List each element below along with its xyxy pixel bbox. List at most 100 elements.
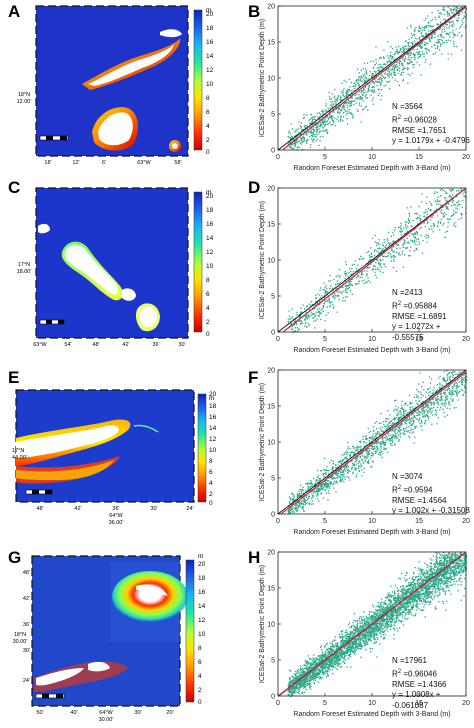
data-point — [439, 400, 441, 402]
data-point — [314, 316, 316, 318]
data-point — [298, 328, 300, 330]
data-point — [379, 76, 381, 78]
data-point — [389, 70, 391, 72]
data-point — [442, 216, 445, 218]
data-point — [454, 34, 456, 36]
data-point — [388, 438, 390, 440]
data-point — [356, 455, 358, 458]
data-point — [422, 381, 424, 383]
data-point — [382, 627, 384, 629]
data-point — [407, 42, 409, 44]
data-point — [386, 451, 389, 453]
data-point — [445, 397, 447, 399]
data-point — [362, 94, 364, 97]
data-point — [432, 53, 434, 55]
data-point — [348, 635, 351, 637]
data-point — [358, 258, 361, 261]
data-point — [459, 204, 461, 206]
data-point — [350, 280, 352, 282]
data-point — [328, 118, 330, 120]
data-point — [301, 507, 303, 510]
data-point — [291, 135, 293, 138]
data-point — [323, 297, 325, 299]
data-point — [352, 472, 354, 475]
data-point — [348, 281, 351, 283]
data-point — [356, 93, 358, 95]
map-e-lon-center: 64°W 36.00' — [109, 513, 124, 526]
data-point — [379, 453, 381, 455]
data-point — [297, 494, 299, 496]
data-point — [329, 288, 331, 290]
data-point — [383, 57, 385, 59]
y-tick-label: 5 — [271, 294, 275, 301]
data-point — [321, 485, 323, 487]
data-point — [414, 232, 416, 234]
data-point — [403, 408, 405, 411]
data-point — [304, 503, 306, 506]
data-point — [443, 588, 445, 590]
data-point — [371, 629, 373, 631]
data-point — [360, 91, 363, 93]
data-point — [410, 410, 413, 412]
data-point — [435, 390, 437, 392]
data-point — [448, 392, 450, 394]
data-point — [312, 485, 314, 487]
data-point — [417, 238, 419, 240]
data-point — [313, 477, 315, 480]
data-point — [388, 87, 391, 90]
data-point — [381, 452, 384, 454]
data-point — [317, 481, 319, 483]
data-point — [309, 118, 311, 121]
data-point — [420, 43, 422, 45]
data-point — [406, 207, 408, 209]
data-point — [333, 95, 336, 97]
data-point — [425, 34, 427, 36]
data-point — [381, 443, 383, 445]
data-point — [376, 81, 378, 83]
data-point — [422, 53, 424, 55]
data-point — [364, 635, 366, 637]
data-point — [313, 131, 315, 133]
data-point — [419, 46, 422, 48]
data-point — [344, 476, 346, 478]
data-point — [368, 75, 371, 77]
data-point — [305, 311, 307, 313]
data-point — [408, 222, 410, 224]
data-point — [398, 67, 401, 69]
data-point — [440, 35, 442, 37]
data-point — [378, 269, 380, 271]
data-point — [330, 116, 332, 118]
data-point — [397, 413, 399, 416]
data-point — [314, 483, 316, 485]
data-point — [406, 67, 408, 69]
data-point — [358, 83, 360, 86]
data-point — [411, 240, 413, 242]
data-point — [402, 65, 404, 67]
data-point — [387, 433, 389, 435]
data-point — [310, 678, 312, 681]
data-point — [316, 311, 318, 313]
data-point — [372, 460, 374, 462]
data-point — [392, 613, 394, 615]
data-point — [407, 62, 409, 64]
data-point — [315, 491, 317, 493]
data-point — [374, 422, 376, 424]
data-point — [372, 74, 374, 76]
data-point — [379, 434, 381, 436]
data-point — [316, 489, 318, 491]
data-point — [296, 504, 298, 506]
data-point — [321, 295, 323, 297]
data-point — [320, 309, 322, 311]
data-point — [327, 483, 330, 486]
data-point — [439, 386, 441, 388]
data-point — [397, 419, 400, 421]
data-point — [448, 401, 450, 403]
data-point — [445, 39, 447, 42]
data-point — [332, 471, 335, 474]
data-point — [306, 114, 308, 116]
data-point — [364, 91, 366, 93]
data-point — [447, 200, 449, 202]
data-point — [315, 135, 317, 137]
data-point — [390, 60, 392, 62]
data-point — [329, 121, 331, 124]
